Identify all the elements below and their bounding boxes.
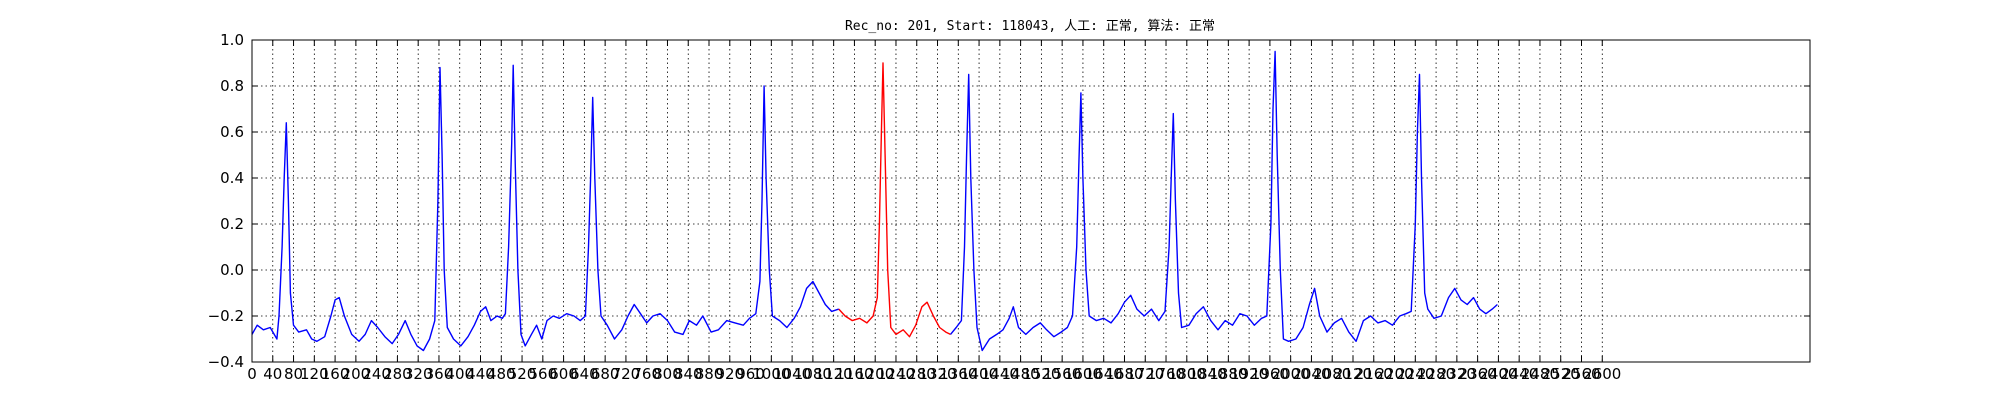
x-tick-label: 2040 <box>1292 365 1330 383</box>
x-axis: 0 40 8012016020024028032036040044048052056… <box>247 40 1621 383</box>
x-tick-label: 600 <box>549 365 578 383</box>
x-tick-label: 80 <box>284 365 303 383</box>
x-tick-label: 2280 <box>1417 365 1455 383</box>
x-tick-label: 2440 <box>1500 365 1538 383</box>
x-tick-label: 2080 <box>1313 365 1351 383</box>
x-tick-label: 1680 <box>1105 365 1143 383</box>
y-tick-label: 0.0 <box>220 261 244 279</box>
x-tick-label: 1480 <box>1002 365 1040 383</box>
chart-title: Rec_no: 201, Start: 118043, 人工: 正常, 算法: … <box>845 19 1215 34</box>
x-tick-label: 960 <box>736 365 765 383</box>
x-tick-label: 1400 <box>960 365 998 383</box>
x-tick-label: 1320 <box>918 365 956 383</box>
x-tick-label: 760 <box>632 365 661 383</box>
x-tick-label: 880 <box>695 365 724 383</box>
x-tick-label: 320 <box>404 365 433 383</box>
x-tick-label: 2480 <box>1521 365 1559 383</box>
x-tick-label: 1840 <box>1188 365 1226 383</box>
plot-frame <box>251 39 1811 363</box>
x-tick-label: 2400 <box>1479 365 1517 383</box>
x-tick-label: 1920 <box>1230 365 1268 383</box>
x-tick-label: 1640 <box>1085 365 1123 383</box>
x-tick-label: 1240 <box>877 365 915 383</box>
x-tick-label: 1520 <box>1022 365 1060 383</box>
series-layer <box>251 50 1498 352</box>
x-tick-label: 280 <box>383 365 412 383</box>
x-tick-label: 1360 <box>939 365 977 383</box>
x-tick-label: 1960 <box>1251 365 1289 383</box>
x-tick-label: 920 <box>715 365 744 383</box>
x-tick-label: 1160 <box>835 365 873 383</box>
x-tick-label: 1760 <box>1147 365 1185 383</box>
x-tick-label: 1000 <box>752 365 790 383</box>
x-tick-label: 2240 <box>1396 365 1434 383</box>
x-tick-label: 1120 <box>815 365 853 383</box>
x-tick-label: 160 <box>321 365 350 383</box>
x-tick-label: 1080 <box>794 365 832 383</box>
x-tick-label: 1040 <box>773 365 811 383</box>
x-tick-label: 2160 <box>1355 365 1393 383</box>
x-tick-label: 120 <box>300 365 329 383</box>
x-tick-label: 1280 <box>898 365 936 383</box>
ecg-series-line <box>838 62 951 338</box>
x-tick-label: 2200 <box>1375 365 1413 383</box>
y-tick-label: −0.2 <box>208 307 244 325</box>
x-tick-label: 640 <box>570 365 599 383</box>
x-tick-label: 2520 <box>1542 365 1580 383</box>
x-tick-label: 440 <box>466 365 495 383</box>
x-tick-label: 2320 <box>1438 365 1476 383</box>
x-tick-label: 1200 <box>856 365 894 383</box>
x-tick-label: 1600 <box>1064 365 1102 383</box>
x-tick-label: 240 <box>362 365 391 383</box>
ecg-series-line <box>949 50 1498 352</box>
x-tick-label: 2560 <box>1562 365 1600 383</box>
x-tick-label: 560 <box>529 365 558 383</box>
x-tick-label: 40 <box>263 365 282 383</box>
x-tick-label: 200 <box>342 365 371 383</box>
y-tick-label: 0.2 <box>220 215 244 233</box>
y-tick-label: 0.8 <box>220 77 244 95</box>
ecg-series-line <box>251 64 840 352</box>
y-axis: −0.4 −0.2 0.0 0.2 0.4 0.6 0.8 1.0 <box>208 31 1810 371</box>
x-tick-label: 2000 <box>1272 365 1310 383</box>
x-tick-label: 1440 <box>981 365 1019 383</box>
x-tick-label: 2120 <box>1334 365 1372 383</box>
y-tick-label: 0.6 <box>220 123 244 141</box>
x-tick-label: 0 <box>247 365 257 383</box>
grid-lines <box>251 39 1810 363</box>
x-tick-label: 1560 <box>1043 365 1081 383</box>
x-tick-label: 840 <box>674 365 703 383</box>
y-tick-label: 1.0 <box>220 31 244 49</box>
x-tick-label: 800 <box>653 365 682 383</box>
y-tick-label: 0.4 <box>220 169 244 187</box>
x-tick-label: 1800 <box>1168 365 1206 383</box>
y-tick-label: −0.4 <box>208 353 244 371</box>
x-tick-label: 1720 <box>1126 365 1164 383</box>
x-tick-label: 1880 <box>1209 365 1247 383</box>
x-tick-label: 680 <box>591 365 620 383</box>
x-tick-label: 480 <box>487 365 516 383</box>
x-tick-label: 720 <box>612 365 641 383</box>
x-tick-label: 360 <box>425 365 454 383</box>
x-tick-label: 2360 <box>1459 365 1497 383</box>
x-tick-label: 400 <box>445 365 474 383</box>
x-tick-label: 2600 <box>1583 365 1621 383</box>
x-tick-label: 520 <box>508 365 537 383</box>
